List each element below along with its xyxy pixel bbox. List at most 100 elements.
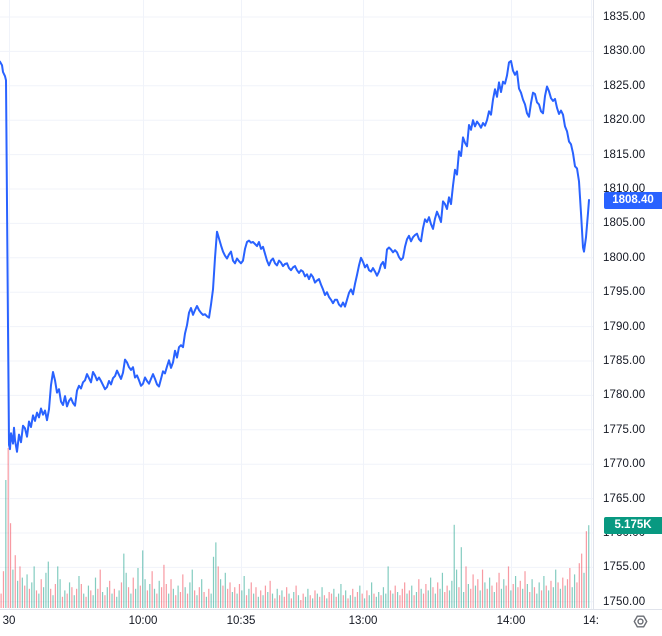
volume-bar-up: [257, 596, 259, 608]
volume-bar-up: [548, 590, 550, 608]
volume-bar-up: [116, 596, 118, 608]
price-axis-label: 1835.00: [603, 11, 646, 23]
volume-bar-up: [293, 592, 295, 608]
volume-bar-down: [458, 587, 460, 608]
volume-bar-down: [208, 588, 210, 608]
time-axis[interactable]: 30 10:00 10:35 13:00 14:00 14:: [0, 609, 599, 636]
volume-bar-up: [125, 572, 127, 608]
volume-bar-up: [201, 579, 203, 608]
volume-bar-down: [198, 587, 200, 608]
last-price-badge: 1808.40: [604, 192, 662, 209]
volume-bar-up: [396, 592, 399, 608]
volume-bar-down: [35, 590, 38, 608]
volume-bar-down: [260, 590, 262, 608]
volume-bar-up: [73, 595, 75, 608]
volume-bar-down: [85, 596, 87, 608]
volume-bar-down: [9, 523, 12, 608]
volume-bar-up: [205, 596, 208, 608]
volume-bar-down: [227, 588, 229, 608]
volume-bar-up: [153, 588, 156, 608]
chart-plot-area[interactable]: [0, 0, 593, 609]
volume-bar-up: [463, 592, 465, 608]
volume-bar-down: [97, 588, 99, 608]
volume-bar-down: [422, 593, 425, 608]
volume-bar-down: [295, 585, 297, 608]
volume-bar-up: [420, 588, 422, 608]
time-axis-label: 10:35: [226, 615, 256, 627]
volume-bar-down: [491, 585, 493, 608]
volume-bar-down: [278, 595, 281, 608]
volume-bar-down: [540, 590, 543, 608]
price-axis[interactable]: 1808.40 5.175K 1835.00 1830.00 1825.00 1820…: [593, 0, 662, 609]
price-axis-label: 1790.00: [603, 320, 646, 333]
volume-bar-down: [14, 555, 16, 608]
volume-bar-up: [47, 561, 49, 608]
volume-bar-up: [135, 588, 137, 608]
volume-bar-down: [175, 595, 177, 608]
volume-bar-up: [78, 576, 80, 608]
volume-bar-down: [182, 574, 184, 608]
volume-bar-down: [486, 588, 488, 608]
volume-bar-up: [500, 588, 503, 608]
price-axis-label: 1830.00: [603, 45, 646, 58]
volume-bar-down: [132, 577, 134, 608]
volume-bar-up: [123, 553, 125, 608]
volume-bar-down: [2, 571, 5, 608]
volume-bar-down: [529, 592, 531, 608]
volume-bar-down: [496, 582, 498, 608]
volume-bar-down: [481, 569, 484, 608]
volume-bar-down: [394, 585, 396, 608]
settings-gear-icon[interactable]: [633, 614, 648, 629]
volume-bar-up: [111, 593, 113, 608]
volume-bar-down: [566, 579, 569, 608]
volume-badge: 5.175K: [604, 517, 662, 535]
price-axis-label: 1770.00: [603, 458, 646, 471]
volume-bar-down: [99, 569, 101, 608]
volume-bar-up: [33, 566, 35, 608]
volume-bar-up: [243, 576, 245, 608]
time-axis-label: 10:00: [128, 615, 158, 627]
volume-bar-down: [19, 566, 21, 608]
volume-bar-up: [304, 596, 307, 608]
volume-bar-down: [156, 593, 158, 608]
volume-bar-down: [389, 590, 392, 608]
volume-bar-down: [413, 595, 415, 608]
volume-bar-up: [368, 595, 370, 608]
volume-bar-down: [576, 582, 578, 608]
volume-bar-up: [276, 588, 278, 608]
volume-bar-down: [352, 588, 354, 608]
volume-bar-down: [309, 595, 311, 608]
volume-bar-up: [451, 580, 453, 608]
volume-bar-down: [290, 598, 292, 608]
volume-bar-up: [12, 569, 14, 608]
volume-bar-up: [17, 580, 19, 608]
volume-bar-up: [354, 596, 356, 608]
volume-bar-down: [165, 584, 167, 608]
time-axis-label: 14:00: [496, 615, 526, 627]
volume-bar-down: [40, 579, 42, 608]
volume-bar-up: [363, 598, 366, 608]
volume-bar-down: [127, 587, 130, 608]
volume-bar-down: [470, 588, 472, 608]
volume-bar-up: [406, 593, 408, 608]
volume-bar-up: [479, 590, 481, 608]
volume-bar-down: [170, 579, 172, 608]
volume-bar-up: [59, 579, 61, 608]
volume-bar-up: [340, 584, 342, 608]
volume-bar-down: [109, 580, 111, 608]
volume-bar-down: [139, 585, 141, 608]
volume-bar-up: [144, 579, 146, 608]
volume-bar-down: [446, 585, 448, 608]
volume-bar-up: [538, 582, 540, 608]
volume-bar-up: [42, 587, 45, 608]
volume-bar-down: [302, 593, 304, 608]
volume-bar-down: [222, 585, 224, 608]
volume-bar-down: [335, 596, 337, 608]
volume-bar-up: [588, 525, 590, 608]
volume-bar-up: [439, 588, 441, 608]
volume-bar-down: [356, 592, 359, 608]
volume-bar-down: [269, 580, 271, 608]
volume-bar-up: [236, 593, 238, 608]
volume-bar-up: [38, 593, 40, 608]
